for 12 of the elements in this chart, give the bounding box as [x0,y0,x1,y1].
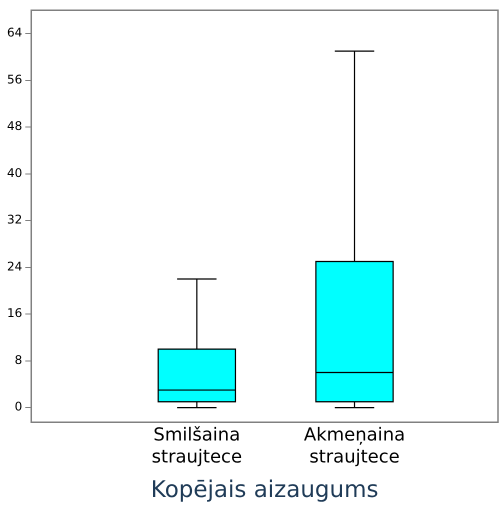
y-tick-label: 48 [6,119,22,134]
x-axis-title: Kopējais aizaugums [150,477,378,504]
x-tick-label: Smilšaina straujtece [152,424,242,468]
y-tick-label: 40 [6,166,22,180]
x-tick-label: Akmeņaina straujtece [304,424,406,468]
y-tick-label: 24 [6,259,22,274]
y-tick-label: 0 [14,400,22,414]
y-tick-label: 64 [6,26,22,40]
y-tick-label: 32 [6,212,22,227]
y-tick-label: 8 [14,352,22,367]
y-tick-label: 56 [6,72,22,86]
y-tick-label: 16 [6,306,22,320]
